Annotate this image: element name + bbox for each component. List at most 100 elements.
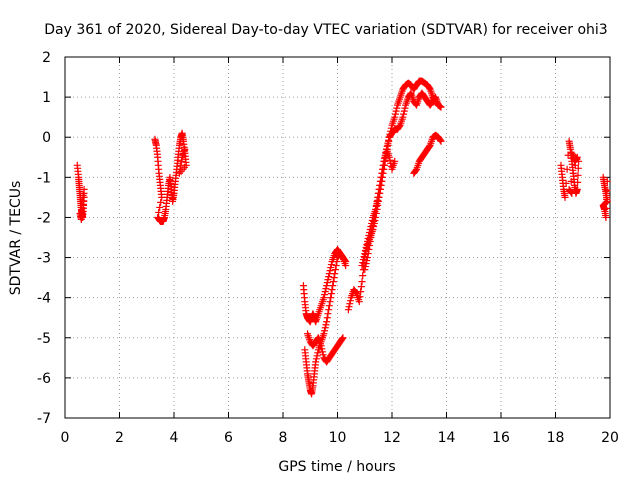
- data-point: [333, 258, 341, 266]
- data-point: [332, 262, 340, 270]
- data-point: [602, 204, 610, 212]
- data-point: [562, 179, 570, 187]
- data-point: [175, 169, 183, 177]
- data-point: [400, 110, 408, 118]
- data-point: [325, 302, 333, 310]
- data-point: [325, 306, 333, 314]
- x-tick-label: 4: [170, 430, 179, 446]
- y-tick-label: -7: [37, 411, 51, 427]
- data-point: [331, 266, 339, 274]
- data-point: [339, 334, 347, 342]
- data-point: [342, 258, 350, 266]
- data-point: [323, 318, 331, 326]
- data-point: [366, 242, 374, 250]
- data-point: [344, 306, 352, 314]
- data-point: [376, 177, 384, 185]
- data-point: [359, 259, 367, 267]
- data-point: [367, 234, 375, 241]
- data-point: [331, 270, 339, 278]
- data-point: [375, 185, 383, 193]
- data-point: [369, 221, 377, 229]
- x-tick-labels: 0 2 4 6 8 10 12 14 16 18 20: [61, 430, 619, 446]
- data-point: [324, 276, 332, 284]
- data-point: [155, 208, 163, 216]
- data-point: [401, 104, 409, 112]
- data-point: [380, 157, 388, 165]
- data-point: [437, 137, 445, 145]
- data-point: [322, 285, 330, 293]
- data-point: [346, 300, 354, 308]
- data-point: [176, 165, 184, 173]
- data-point: [603, 177, 611, 185]
- data-point: [363, 254, 371, 262]
- data-point: [412, 166, 420, 174]
- data-point: [326, 267, 334, 275]
- y-tick-label: -1: [37, 170, 51, 186]
- data-point: [320, 330, 328, 338]
- data-point: [368, 225, 376, 233]
- data-point: [372, 205, 380, 213]
- data-point: [326, 298, 334, 306]
- x-tick-label: 20: [601, 430, 619, 446]
- x-tick-label: 6: [224, 430, 233, 446]
- data-point: [399, 113, 407, 121]
- data-point: [321, 291, 329, 299]
- data-point: [371, 209, 379, 217]
- x-tick-label: 16: [492, 430, 510, 446]
- data-point: [319, 351, 327, 359]
- data-point: [374, 193, 382, 201]
- data-point: [327, 264, 335, 272]
- data-point: [317, 342, 325, 350]
- data-point: [329, 278, 337, 286]
- data-point: [181, 145, 189, 153]
- data-point: [330, 274, 338, 282]
- x-tick-label: 14: [438, 430, 456, 446]
- data-point: [377, 173, 385, 181]
- data-point: [391, 110, 399, 118]
- data-point: [361, 266, 369, 274]
- data-point: [400, 107, 408, 115]
- data-point: [603, 195, 611, 203]
- y-axis-label: SDTVAR / TECUs: [8, 181, 24, 296]
- data-point: [325, 273, 333, 281]
- data-point: [361, 263, 369, 271]
- data-point: [603, 186, 611, 194]
- data-point: [312, 355, 320, 363]
- data-point: [358, 262, 366, 270]
- data-point: [321, 327, 329, 335]
- data-point: [370, 213, 378, 221]
- data-point: [425, 84, 433, 92]
- x-tick-label: 12: [383, 430, 401, 446]
- data-point: [386, 156, 394, 164]
- data-point: [327, 261, 335, 269]
- data-point: [321, 288, 329, 296]
- x-tick-label: 2: [115, 430, 124, 446]
- data-point: [312, 358, 320, 366]
- data-point: [385, 136, 393, 144]
- data-point: [357, 283, 365, 291]
- data-point: [363, 257, 371, 265]
- data-point: [373, 197, 381, 205]
- data-point: [378, 165, 386, 173]
- data-point: [318, 345, 326, 353]
- data-point: [379, 161, 387, 169]
- data-point: [573, 154, 581, 162]
- data-point: [338, 335, 346, 343]
- data-point: [360, 253, 368, 261]
- data-point: [328, 286, 336, 294]
- y-tick-label: -2: [37, 210, 51, 226]
- y-tick-label: -6: [37, 371, 51, 387]
- data-point: [384, 139, 392, 147]
- data-point: [370, 217, 378, 225]
- data-point: [571, 161, 579, 169]
- data-point: [567, 177, 575, 185]
- data-point: [327, 294, 335, 302]
- data-point: [574, 171, 582, 179]
- data-marks: [73, 77, 611, 398]
- data-point: [323, 279, 331, 287]
- data-point: [392, 107, 400, 115]
- data-point: [567, 188, 575, 196]
- data-point: [362, 260, 370, 268]
- data-point: [341, 257, 349, 265]
- data-point: [391, 157, 399, 165]
